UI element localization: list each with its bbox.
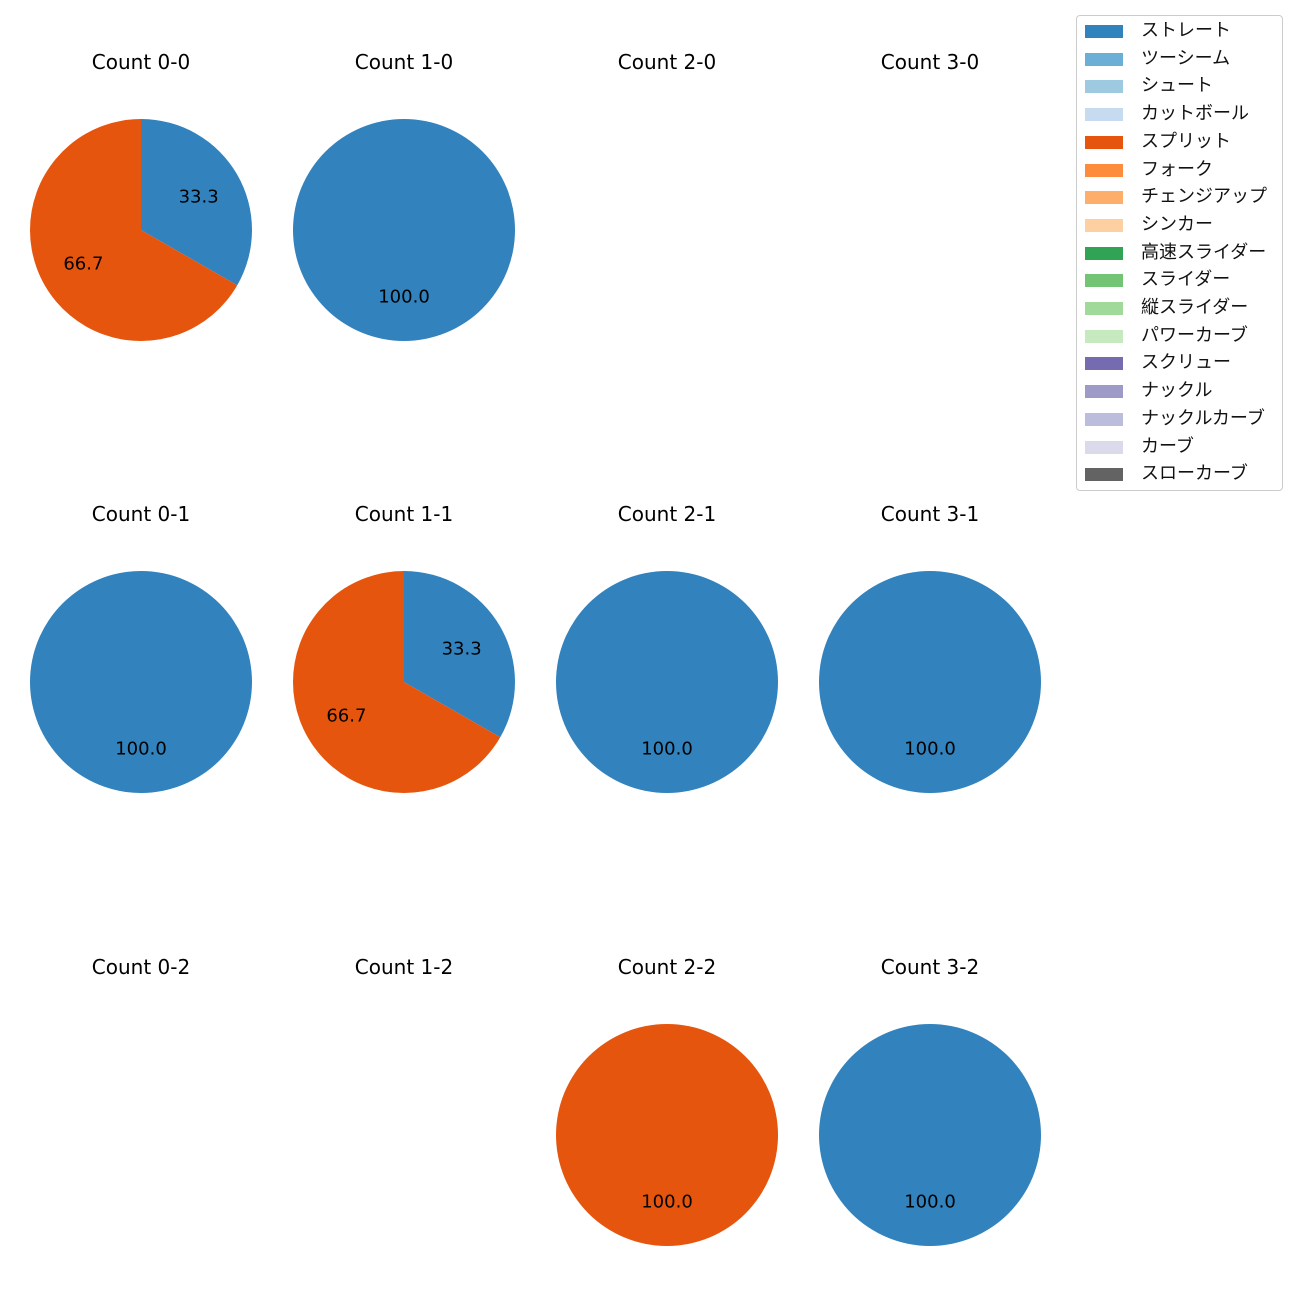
legend-label: パワーカーブ: [1141, 324, 1248, 346]
pie-slice: [293, 571, 501, 793]
panel-title: Count 2-2: [618, 955, 716, 979]
slice-label: 100.0: [904, 739, 956, 760]
legend-swatch: [1085, 385, 1123, 399]
legend-label: カーブ: [1141, 435, 1194, 457]
legend-label: スプリット: [1141, 130, 1231, 152]
pie-panel: Count 0-0 33.3 66.7: [29, 50, 252, 341]
legend-label: ナックルカーブ: [1141, 407, 1265, 429]
panel-title: Count 2-1: [618, 502, 716, 526]
legend-label: 高速スライダー: [1141, 241, 1267, 263]
pie-slice: [556, 1024, 778, 1246]
panel-title: Count 1-1: [355, 502, 453, 526]
panel-title: Count 3-0: [881, 50, 979, 74]
panel-title: Count 3-1: [881, 502, 979, 526]
legend-swatch: [1085, 108, 1123, 122]
slice-label: 100.0: [904, 1192, 956, 1213]
slice-label: 100.0: [115, 739, 167, 760]
legend-label: シュート: [1141, 75, 1213, 97]
pie-slice: [293, 119, 515, 341]
slice-label: 66.7: [326, 705, 366, 726]
pie-slice: [556, 571, 778, 793]
legend-label: チェンジアップ: [1141, 186, 1267, 208]
pie-panel: Count 2-2 100.0: [556, 955, 778, 1246]
legend-swatch: [1085, 274, 1123, 288]
pie-slice: [29, 119, 238, 341]
panel-title: Count 2-0: [618, 50, 716, 74]
legend-swatch: [1085, 246, 1123, 260]
panel-title: Count 0-1: [92, 502, 190, 526]
legend-label: カットボール: [1141, 103, 1249, 125]
pie-panel: Count 0-1 100.0: [30, 502, 252, 793]
pie-panel: Count 3-1 100.0: [819, 502, 1041, 793]
legend-swatch: [1085, 302, 1123, 315]
panel-title: Count 3-2: [881, 955, 979, 979]
legend-swatch: [1085, 412, 1123, 426]
pie-panel: Count 3-0: [881, 50, 979, 74]
legend-swatch: [1085, 135, 1123, 149]
legend-swatch: [1085, 357, 1123, 371]
legend-label: シンカー: [1141, 213, 1213, 235]
pie-panel: Count 1-0 100.0: [293, 50, 515, 341]
pie-panel: Count 1-1 33.3 66.7: [293, 502, 515, 793]
panel-title: Count 0-2: [92, 955, 190, 979]
pie-slice: [819, 571, 1041, 793]
slice-label: 33.3: [442, 639, 482, 660]
slice-label: 33.3: [179, 187, 219, 208]
pie-panel: Count 2-0: [618, 50, 716, 74]
legend-swatch: [1085, 163, 1123, 177]
panel-title: Count 1-0: [355, 50, 453, 74]
panel-title: Count 0-0: [92, 50, 190, 74]
pie-slice: [404, 571, 515, 738]
slice-label: 100.0: [641, 1192, 693, 1213]
slice-label: 100.0: [378, 287, 430, 308]
slice-label: 66.7: [63, 253, 103, 274]
legend-swatch: [1085, 52, 1123, 66]
legend-swatch: [1085, 218, 1123, 232]
legend-swatch: [1085, 191, 1123, 205]
legend-label: ツーシーム: [1141, 47, 1231, 69]
legend-swatch: [1085, 329, 1123, 343]
legend-label: 縦スライダー: [1141, 297, 1249, 318]
legend-label: ナックル: [1141, 380, 1213, 402]
panel-title: Count 1-2: [355, 955, 453, 979]
chart-legend: ストレートツーシームシュートカットボール スプリットフォークチェンジアップ シンカー…: [1076, 15, 1283, 491]
legend-swatch: [1085, 80, 1123, 94]
legend-label: フォーク: [1141, 158, 1213, 180]
legend-swatch: [1085, 468, 1123, 482]
legend-swatch: [1085, 25, 1123, 38]
legend-label: スクリュー: [1141, 352, 1231, 374]
pie-panel: Count 1-2: [355, 955, 453, 979]
slice-label: 100.0: [641, 739, 693, 760]
pie-panel: Count 2-1 100.0: [556, 502, 778, 793]
pie-panel: Count 0-2: [92, 955, 190, 979]
legend-swatch: [1085, 440, 1123, 454]
pie-panel: Count 3-2 100.0: [819, 955, 1041, 1246]
pie-slice: [30, 571, 252, 793]
pie-slice: [819, 1024, 1041, 1246]
legend-label: スライダー: [1141, 269, 1231, 291]
pie-slice: [141, 119, 252, 286]
legend-label: スローカーブ: [1141, 463, 1248, 485]
legend-label: ストレート: [1141, 20, 1231, 41]
